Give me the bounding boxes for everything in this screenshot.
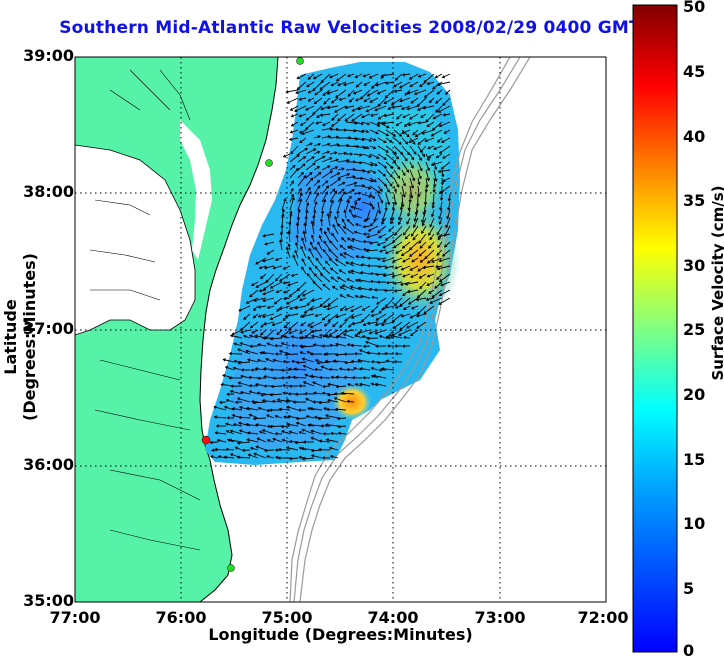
velocity-vector (351, 361, 362, 362)
colorbar-tick: 0 (683, 641, 713, 660)
y-tick-label: 35:00 (14, 591, 74, 610)
colorbar-tick: 40 (683, 127, 713, 146)
velocity-vector (230, 354, 243, 355)
velocity-vector (279, 450, 291, 451)
y-tick-label: 39:00 (14, 46, 74, 65)
y-tick-label: 36:00 (14, 455, 74, 474)
colorbar-tick: 50 (683, 0, 713, 16)
y-axis-label: Latitude (Degrees:Minutes) (1, 222, 39, 452)
y-tick-label: 38:00 (14, 182, 74, 201)
station-marker-green (297, 58, 304, 65)
station-marker-green (266, 160, 273, 167)
velocity-vector (320, 378, 330, 379)
velocity-vector (215, 449, 226, 450)
velocity-vector (285, 354, 298, 355)
colorbar-tick: 15 (683, 450, 713, 469)
station-marker-green (228, 565, 235, 572)
velocity-vector (319, 450, 330, 451)
x-axis-label: Longitude (Degrees:Minutes) (75, 625, 606, 644)
velocity-vector (367, 338, 378, 339)
colorbar-tick: 45 (683, 62, 713, 81)
colorbar-tick: 10 (683, 514, 713, 533)
colorbar (633, 5, 677, 652)
colorbar-tick: 5 (683, 579, 713, 598)
station-marker-red (202, 436, 210, 444)
colorbar-label: Surface Velocity (cm/s) (709, 173, 724, 393)
